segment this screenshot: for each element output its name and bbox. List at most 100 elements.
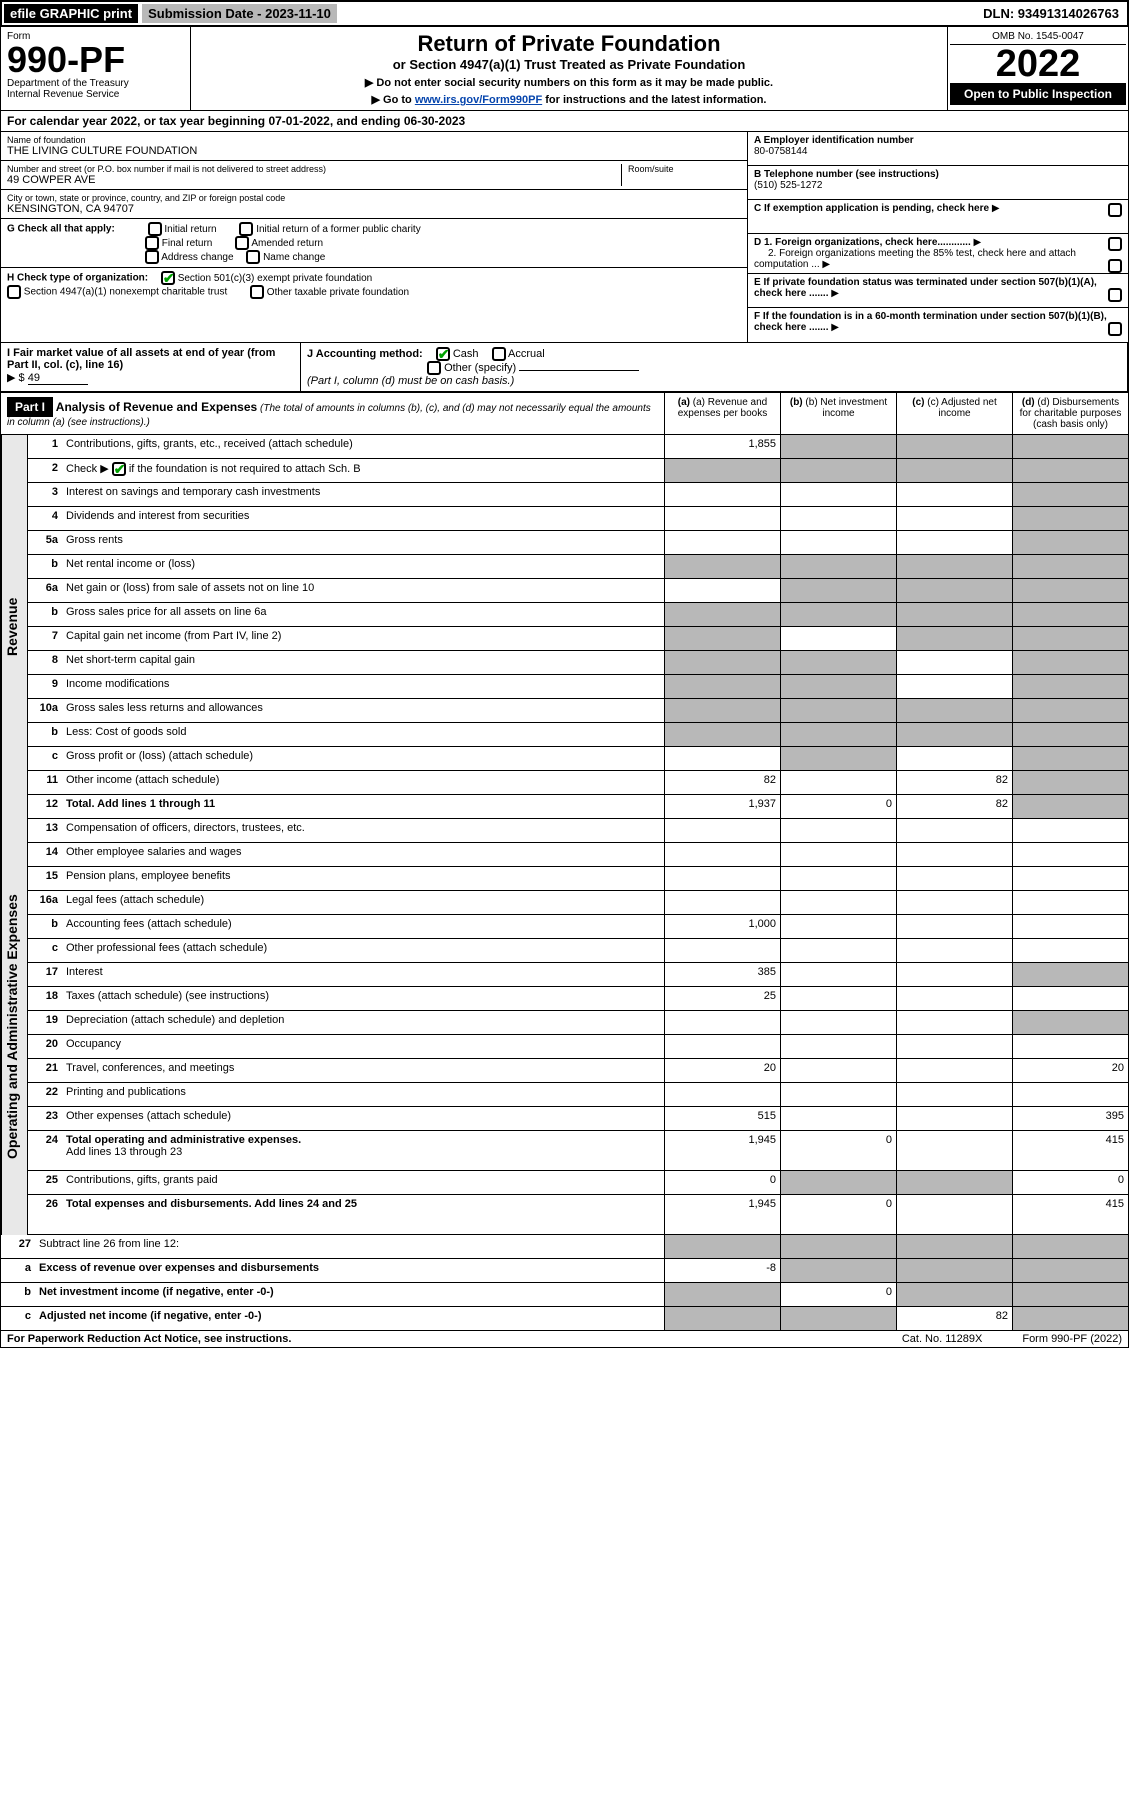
line-6b-b [780,603,896,626]
expenses-side-label: Operating and Administrative Expenses [1,819,27,1235]
line-13-d [1012,819,1128,842]
line-1-num: 1 [28,435,64,458]
j-label: J Accounting method: [307,348,423,360]
line-25-num: 25 [28,1171,64,1194]
line-7-c [896,627,1012,650]
line-23-c [896,1107,1012,1130]
e-checkbox[interactable] [1108,288,1122,302]
line-8-d [1012,651,1128,674]
line-27c-a [664,1307,780,1330]
line-3-b [780,483,896,506]
line-16a-d [1012,891,1128,914]
501c3-checkbox[interactable] [161,271,175,285]
g-label: G Check all that apply: [7,224,115,235]
address: 49 COWPER AVE [7,174,621,186]
line-16c-num: c [28,939,64,962]
initial-former-checkbox[interactable] [239,222,253,236]
initial-return-checkbox[interactable] [148,222,162,236]
line-17-desc: Interest [64,963,664,986]
line-10c-desc: Gross profit or (loss) (attach schedule) [64,747,664,770]
line-17-b [780,963,896,986]
line-6a-b [780,579,896,602]
line-16a-desc: Legal fees (attach schedule) [64,891,664,914]
line-14-a [664,843,780,866]
line-19-c [896,1011,1012,1034]
line-18-num: 18 [28,987,64,1010]
line-15-num: 15 [28,867,64,890]
line-13-c [896,819,1012,842]
cash-checkbox[interactable] [436,347,450,361]
d2-label: 2. Foreign organizations meeting the 85%… [754,248,1076,270]
opt-other-taxable: Other taxable private foundation [267,287,409,298]
line-10b-b [780,723,896,746]
line-17-a: 385 [664,963,780,986]
d1-checkbox[interactable] [1108,237,1122,251]
line-6b-num: b [28,603,64,626]
line-22-desc: Printing and publications [64,1083,664,1106]
line-24-desc: Total operating and administrative expen… [64,1131,664,1170]
name-change-checkbox[interactable] [246,250,260,264]
col-c-head: (c) (c) Adjusted net income [896,393,1012,434]
line-10b-desc: Less: Cost of goods sold [64,723,664,746]
revenue-side-label: Revenue [1,435,27,819]
line-10a-a [664,699,780,722]
line-19-num: 19 [28,1011,64,1034]
line-9-b [780,675,896,698]
c-checkbox[interactable] [1108,203,1122,217]
addr-change-checkbox[interactable] [145,250,159,264]
foundation-name: THE LIVING CULTURE FOUNDATION [7,145,741,157]
line-11-num: 11 [28,771,64,794]
line-22-a [664,1083,780,1106]
efile-badge[interactable]: efile GRAPHIC print [4,4,138,23]
line-10b-c [896,723,1012,746]
paperwork-notice: For Paperwork Reduction Act Notice, see … [7,1333,902,1345]
irs-label: Internal Revenue Service [7,89,184,100]
line-1-c [896,435,1012,458]
line-9-num: 9 [28,675,64,698]
d2-checkbox[interactable] [1108,259,1122,273]
line-16b-desc: Accounting fees (attach schedule) [64,915,664,938]
line-2-desc: Check ▶ if the foundation is not require… [64,459,664,482]
line-5a-a [664,531,780,554]
line-1-desc: Contributions, gifts, grants, etc., rece… [64,435,664,458]
line-27a-b [780,1259,896,1282]
line-16b-c [896,915,1012,938]
other-taxable-checkbox[interactable] [250,285,264,299]
line-15-d [1012,867,1128,890]
opt-initial-former: Initial return of a former public charit… [256,224,421,235]
line-27c-b [780,1307,896,1330]
i-pre: ▶ $ [7,372,28,384]
line-15-desc: Pension plans, employee benefits [64,867,664,890]
line-4-c [896,507,1012,530]
form990pf-link[interactable]: www.irs.gov/Form990PF [415,94,542,106]
other-method-checkbox[interactable] [427,361,441,375]
line-13-desc: Compensation of officers, directors, tru… [64,819,664,842]
line-10a-d [1012,699,1128,722]
line-25-b [780,1171,896,1194]
cat-no: Cat. No. 11289X [902,1333,983,1345]
line-27b-b: 0 [780,1283,896,1306]
city-label: City or town, state or province, country… [7,193,741,203]
line-10a-desc: Gross sales less returns and allowances [64,699,664,722]
line-12-desc: Total. Add lines 1 through 11 [64,795,664,818]
final-return-checkbox[interactable] [145,236,159,250]
topbar: efile GRAPHIC print Submission Date - 20… [0,0,1129,27]
i-value: 49 [28,372,88,385]
col-b-head: (b) (b) Net investment income [780,393,896,434]
line-10b-num: b [28,723,64,746]
accrual-checkbox[interactable] [492,347,506,361]
line-19-d [1012,1011,1128,1034]
line-25-a: 0 [664,1171,780,1194]
line-27-desc: Subtract line 26 from line 12: [37,1235,664,1258]
submission-date: Submission Date - 2023-11-10 [142,4,337,23]
f-checkbox[interactable] [1108,322,1122,336]
line-21-desc: Travel, conferences, and meetings [64,1059,664,1082]
4947a1-checkbox[interactable] [7,285,21,299]
schb-checkbox[interactable] [112,462,126,476]
line-10b-d [1012,723,1128,746]
line-16c-a [664,939,780,962]
line-6b-desc: Gross sales price for all assets on line… [64,603,664,626]
line-5a-desc: Gross rents [64,531,664,554]
amended-return-checkbox[interactable] [235,236,249,250]
line-14-c [896,843,1012,866]
